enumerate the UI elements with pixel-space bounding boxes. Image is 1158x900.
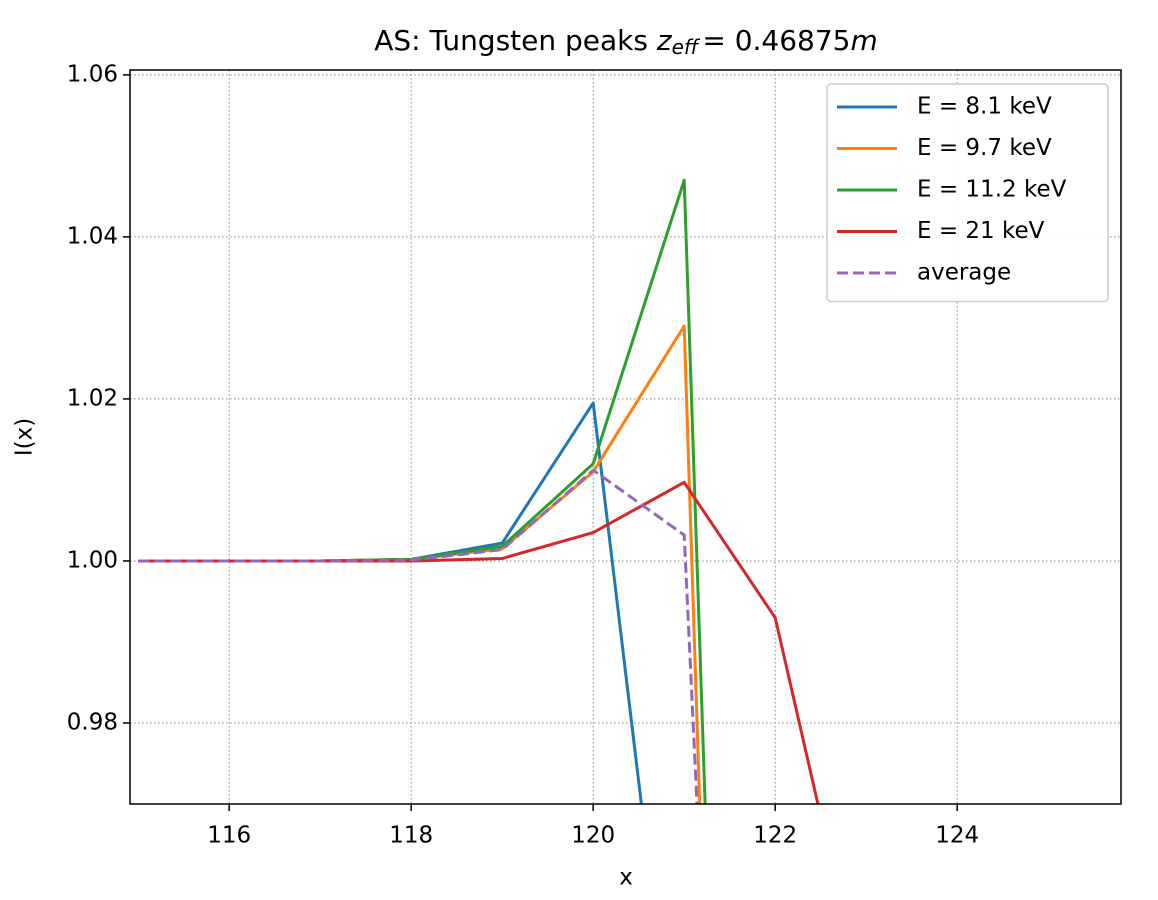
y-tick-label: 0.98 [67, 709, 118, 735]
y-tick-label: 1.06 [67, 61, 118, 87]
x-tick-label: 124 [935, 823, 979, 849]
legend: E = 8.1 keV E = 9.7 keV E = 11.2 keV E = 21… [826, 83, 1109, 303]
legend-label: E = 8.1 keV [917, 94, 1052, 120]
title-unit: m [851, 24, 878, 57]
y-tick-label: 1.04 [67, 223, 118, 249]
legend-label: E = 21 keV [917, 218, 1045, 244]
plot-frame [129, 69, 1122, 805]
title-symbol: z [656, 24, 673, 57]
x-axis-label: x [619, 865, 633, 891]
legend-label: E = 9.7 keV [917, 135, 1052, 161]
x-tick-label: 120 [571, 823, 615, 849]
ticks: 116 118 120 122 124 0.98 1.00 1.02 1.04 1.06 [67, 61, 979, 848]
series-line [138, 468, 699, 804]
plot-lines [138, 178, 820, 804]
title-equals: = 0.46875 [702, 24, 850, 57]
y-axis-label: I(x) [12, 418, 38, 456]
x-tick-label: 116 [207, 823, 251, 849]
title-subscript: eff [672, 35, 701, 59]
legend-label: E = 11.2 keV [917, 177, 1067, 203]
legend-label: average [917, 260, 1011, 286]
y-tick-label: 1.02 [67, 385, 118, 411]
y-tick-label: 1.00 [67, 547, 118, 573]
legend-box [826, 83, 1109, 303]
x-tick-label: 118 [389, 823, 433, 849]
chart-title: AS: Tungsten peaks zeff = 0.46875m [374, 24, 878, 59]
title-text: AS: Tungsten peaks [374, 24, 648, 57]
x-tick-label: 122 [753, 823, 797, 849]
